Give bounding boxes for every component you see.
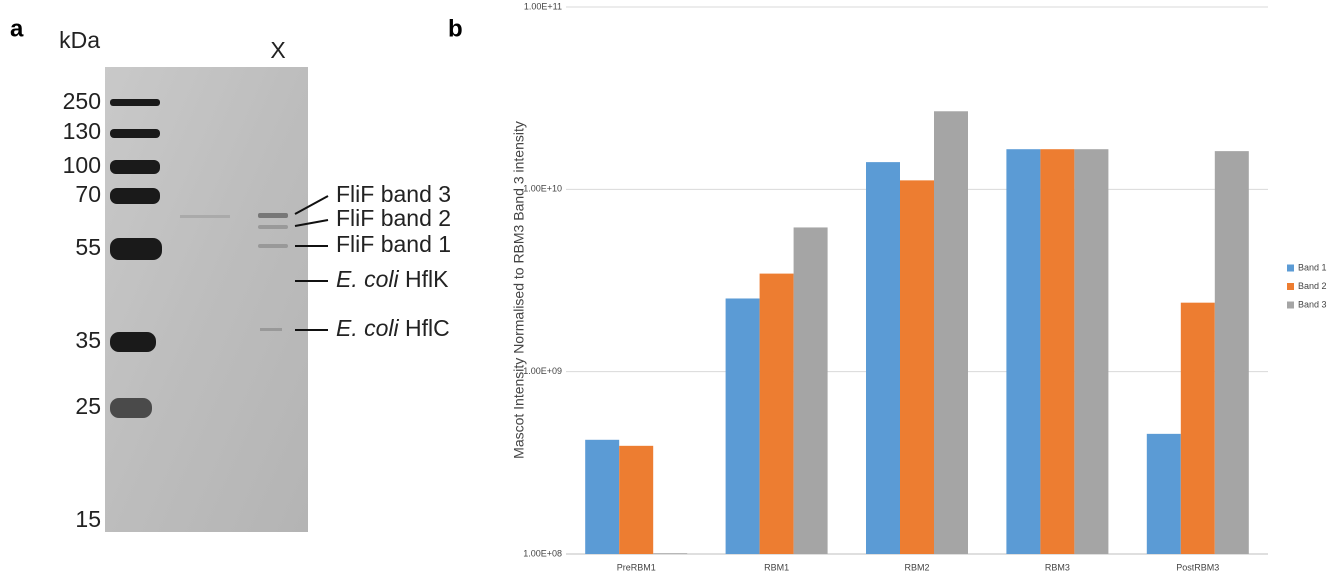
bar	[1215, 151, 1249, 554]
bar	[1147, 434, 1181, 554]
legend-label: Band 2	[1298, 281, 1327, 291]
species: E. coli	[336, 266, 400, 292]
bar	[1181, 303, 1215, 554]
marker-label: 25	[75, 393, 101, 419]
bar	[585, 440, 619, 554]
x-tick-label: PostRBM3	[1176, 562, 1219, 572]
marker-label: 15	[75, 506, 101, 532]
legend-swatch	[1287, 302, 1294, 309]
y-tick-label: 1.00E+10	[523, 184, 562, 194]
unit-label: kDa	[59, 27, 100, 53]
legend-label: Band 3	[1298, 299, 1327, 309]
x-tick-label: RBM1	[764, 562, 789, 572]
marker-label: 250	[63, 88, 101, 114]
y-tick-label: 1.00E+09	[523, 366, 562, 376]
annotation: E. coli HflC	[336, 315, 450, 341]
figure: a kDa X b Mascot Intensity Normalised to…	[0, 0, 1339, 578]
protein: HflC	[405, 315, 450, 341]
legend-swatch	[1287, 283, 1294, 290]
protein: FliF band 2	[336, 205, 451, 231]
annotation: FliF band 3	[336, 181, 451, 207]
y-tick-label: 1.00E+08	[523, 548, 562, 558]
bar	[1006, 149, 1040, 554]
bar	[866, 162, 900, 554]
annotation: FliF band 1	[336, 231, 451, 257]
y-tick-label: 1.00E+11	[524, 1, 562, 11]
marker-label: 70	[75, 181, 101, 207]
panel-label: a	[10, 15, 24, 42]
annotation: FliF band 2	[336, 205, 451, 231]
bar	[900, 180, 934, 554]
bar	[794, 227, 828, 554]
marker-label: 55	[75, 234, 101, 260]
bar	[760, 274, 794, 554]
x-tick-label: RBM3	[1045, 562, 1070, 572]
bar	[653, 553, 687, 554]
protein: FliF band 1	[336, 231, 451, 257]
lane-label: X	[270, 37, 285, 63]
bar	[934, 111, 968, 554]
bar	[726, 298, 760, 554]
legend-label: Band 1	[1298, 262, 1327, 272]
annotation: E. coli HflK	[336, 266, 449, 292]
x-tick-label: RBM2	[904, 562, 929, 572]
bar	[619, 446, 653, 554]
bar	[1074, 149, 1108, 554]
panel-label: b	[448, 15, 463, 42]
marker-label: 35	[75, 327, 101, 353]
bar	[1040, 149, 1074, 554]
y-axis-label: Mascot Intensity Normalised to RBM3 Band…	[511, 121, 527, 459]
x-tick-label: PreRBM1	[617, 562, 656, 572]
marker-label: 100	[63, 152, 101, 178]
legend-swatch	[1287, 265, 1294, 272]
species: E. coli	[336, 315, 400, 341]
protein: FliF band 3	[336, 181, 451, 207]
protein: HflK	[405, 266, 449, 292]
marker-label: 130	[63, 118, 101, 144]
